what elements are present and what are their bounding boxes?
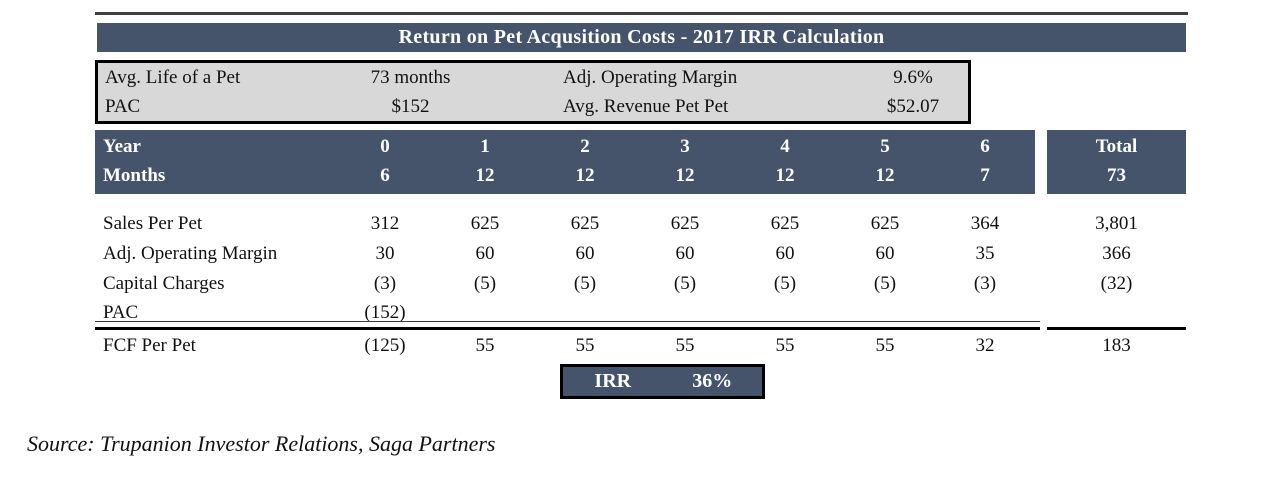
cell-value: 625 <box>470 213 500 234</box>
cell-value: (5) <box>773 273 797 294</box>
total-header-band <box>1047 130 1186 194</box>
top-border-rule <box>95 12 1188 15</box>
title-band: Return on Pet Acqusition Costs - 2017 IR… <box>97 23 1186 52</box>
cell-value: (5) <box>573 273 597 294</box>
row-label: Sales Per Pet <box>103 213 203 234</box>
total-col-header: Total <box>1095 136 1138 157</box>
months-col-header: 12 <box>675 165 695 186</box>
row-total: 366 <box>1102 243 1131 264</box>
months-col-header: 12 <box>475 165 495 186</box>
row-label: Adj. Operating Margin <box>103 243 278 264</box>
cell-value: 30 <box>375 243 395 264</box>
table-row-sales-per-pet: Sales Per Pet 312 625 625 625 625 625 36… <box>95 209 1186 239</box>
months-col-header: 7 <box>980 165 990 186</box>
cell-value: 625 <box>570 213 600 234</box>
cell-value: (3) <box>373 273 397 294</box>
source-note: Source: Trupanion Investor Relations, Sa… <box>27 431 496 456</box>
pac-row-underline <box>95 321 1040 322</box>
cell-value: 364 <box>970 213 1000 234</box>
table-row-capital-charges: Capital Charges (3) (5) (5) (5) (5) (5) … <box>95 269 1186 299</box>
cell-value: 625 <box>770 213 800 234</box>
cell-value: 55 <box>575 335 595 356</box>
year-col-header: 3 <box>680 136 690 157</box>
cell-value: 55 <box>475 335 495 356</box>
assumptions-row: Avg. Life of a Pet 73 months Adj. Operat… <box>98 63 968 92</box>
assumption-label: Avg. Revenue Pet Pet <box>563 95 729 117</box>
assumption-label: Adj. Operating Margin <box>563 66 738 88</box>
table-row-adj-operating-margin: Adj. Operating Margin 30 60 60 60 60 60 … <box>95 239 1186 269</box>
assumption-value: 73 months <box>370 66 451 88</box>
row-total: 183 <box>1102 335 1131 356</box>
year-col-header: 6 <box>980 136 990 157</box>
fcf-top-rule-total <box>1047 327 1186 330</box>
cell-value: 60 <box>475 243 495 264</box>
cell-value: 32 <box>975 335 995 356</box>
table-row-pac: PAC (152) <box>95 298 1186 328</box>
cell-value: 55 <box>675 335 695 356</box>
cell-value: 625 <box>670 213 700 234</box>
assumption-value: $152 <box>391 95 430 117</box>
assumptions-row: PAC $152 Avg. Revenue Pet Pet $52.07 <box>98 92 968 121</box>
assumption-label: PAC <box>105 95 141 117</box>
cell-value: 625 <box>870 213 900 234</box>
cell-value: (5) <box>673 273 697 294</box>
table-row-fcf-per-pet: FCF Per Pet (125) 55 55 55 55 55 32 183 <box>95 331 1186 361</box>
cell-value: 60 <box>675 243 695 264</box>
cell-value: 60 <box>575 243 595 264</box>
year-col-header: 4 <box>780 136 790 157</box>
year-col-header: 1 <box>480 136 490 157</box>
months-col-header: 6 <box>380 165 390 186</box>
cell-value: (5) <box>473 273 497 294</box>
row-label: PAC <box>103 302 139 323</box>
table-header-months-row: Months 6 12 12 12 12 12 7 73 <box>95 161 1186 191</box>
cell-value: (125) <box>364 335 406 356</box>
irr-value: 36% <box>692 370 733 392</box>
cell-value: 35 <box>975 243 995 264</box>
months-header-label: Months <box>103 165 166 186</box>
row-total: 3,801 <box>1095 213 1138 234</box>
cell-value: 55 <box>775 335 795 356</box>
year-header-label: Year <box>103 136 141 157</box>
cell-value: 60 <box>875 243 895 264</box>
row-label: FCF Per Pet <box>103 335 196 356</box>
irr-result-box: IRR 36% <box>560 364 765 399</box>
assumption-value: $52.07 <box>886 95 940 117</box>
months-col-header: 12 <box>775 165 795 186</box>
page-title: Return on Pet Acqusition Costs - 2017 IR… <box>398 26 885 48</box>
assumption-label: Avg. Life of a Pet <box>105 66 241 88</box>
assumption-value: 9.6% <box>893 66 933 88</box>
year-col-header: 5 <box>880 136 890 157</box>
total-months-value: 73 <box>1107 165 1126 186</box>
cell-value: 55 <box>875 335 895 356</box>
months-col-header: 12 <box>575 165 595 186</box>
year-header-band <box>95 130 1035 194</box>
row-label: Capital Charges <box>103 273 225 294</box>
table-header-year-row: Year 0 1 2 3 4 5 6 Total <box>95 132 1186 162</box>
months-col-header: 12 <box>875 165 895 186</box>
row-total: (32) <box>1100 273 1133 294</box>
irr-label: IRR <box>594 370 632 392</box>
fcf-top-rule-main <box>95 327 1040 330</box>
cell-value: (152) <box>364 302 406 323</box>
year-col-header: 2 <box>580 136 590 157</box>
cell-value: (5) <box>873 273 897 294</box>
cell-value: 312 <box>370 213 400 234</box>
assumptions-box: Avg. Life of a Pet 73 months Adj. Operat… <box>95 60 971 124</box>
cell-value: 60 <box>775 243 795 264</box>
cell-value: (3) <box>973 273 997 294</box>
year-col-header: 0 <box>380 136 390 157</box>
